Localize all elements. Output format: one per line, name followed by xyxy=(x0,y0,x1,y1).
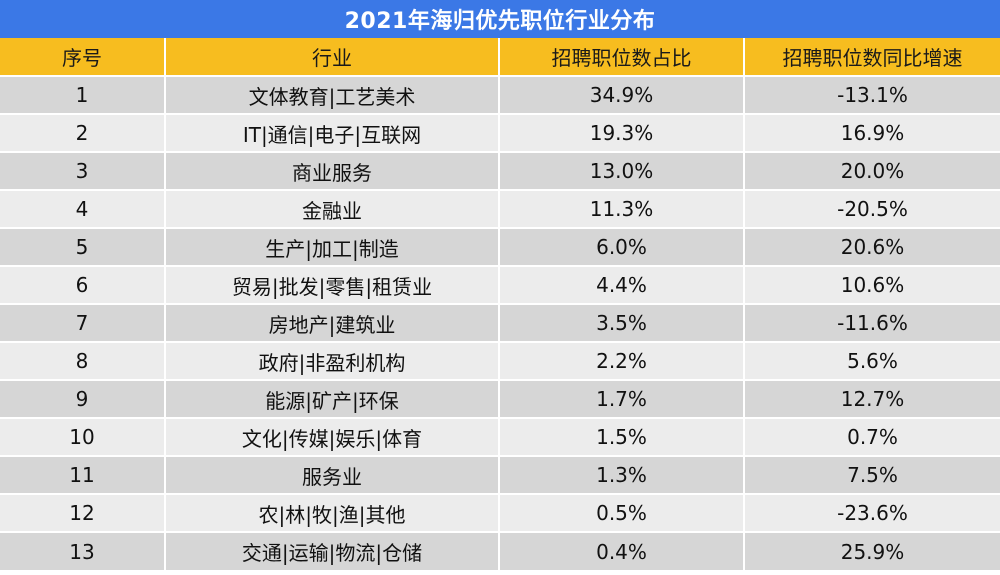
cell-index: 5 xyxy=(0,227,166,266)
cell-share: 0.4% xyxy=(499,531,745,570)
table-row: 12 农|林|牧|渔|其他 0.5% -23.6% xyxy=(0,493,1000,532)
table-row: 11 服务业 1.3% 7.5% xyxy=(0,455,1000,494)
cell-growth: 0.7% xyxy=(744,417,1000,456)
table-row: 9 能源|矿产|环保 1.7% 12.7% xyxy=(0,379,1000,418)
cell-index: 10 xyxy=(0,417,166,456)
cell-index: 12 xyxy=(0,493,166,532)
cell-industry: 文化|传媒|娱乐|体育 xyxy=(165,417,500,456)
cell-industry: 农|林|牧|渔|其他 xyxy=(165,493,500,532)
cell-industry: IT|通信|电子|互联网 xyxy=(165,113,500,152)
cell-share: 6.0% xyxy=(499,227,745,266)
cell-growth: 25.9% xyxy=(744,531,1000,570)
header-cell-industry: 行业 xyxy=(165,38,500,76)
cell-industry: 交通|运输|物流|仓储 xyxy=(165,531,500,570)
cell-index: 8 xyxy=(0,341,166,380)
header-cell-share: 招聘职位数占比 xyxy=(499,38,745,76)
cell-share: 2.2% xyxy=(499,341,745,380)
cell-share: 1.3% xyxy=(499,455,745,494)
cell-growth: -13.1% xyxy=(744,75,1000,114)
cell-growth: -20.5% xyxy=(744,189,1000,228)
cell-growth: 20.0% xyxy=(744,151,1000,190)
table-row: 6 贸易|批发|零售|租赁业 4.4% 10.6% xyxy=(0,265,1000,304)
cell-industry: 生产|加工|制造 xyxy=(165,227,500,266)
cell-industry: 服务业 xyxy=(165,455,500,494)
table-body: 1 文体教育|工艺美术 34.9% -13.1% 2 IT|通信|电子|互联网 19.3% 1… xyxy=(0,75,1000,570)
cell-share: 3.5% xyxy=(499,303,745,342)
cell-growth: 7.5% xyxy=(744,455,1000,494)
cell-index: 11 xyxy=(0,455,166,494)
table-title: 2021年海归优先职位行业分布 xyxy=(0,0,1000,38)
cell-share: 13.0% xyxy=(499,151,745,190)
table-row: 8 政府|非盈利机构 2.2% 5.6% xyxy=(0,341,1000,380)
cell-index: 4 xyxy=(0,189,166,228)
header-row: 序号 行业 招聘职位数占比 招聘职位数同比增速 xyxy=(0,38,1000,76)
cell-industry: 能源|矿产|环保 xyxy=(165,379,500,418)
table-row: 3 商业服务 13.0% 20.0% xyxy=(0,151,1000,190)
header-cell-index: 序号 xyxy=(0,38,166,76)
table-row: 1 文体教育|工艺美术 34.9% -13.1% xyxy=(0,75,1000,114)
table-row: 13 交通|运输|物流|仓储 0.4% 25.9% xyxy=(0,531,1000,570)
cell-share: 34.9% xyxy=(499,75,745,114)
cell-index: 3 xyxy=(0,151,166,190)
cell-share: 1.5% xyxy=(499,417,745,456)
cell-growth: 16.9% xyxy=(744,113,1000,152)
cell-industry: 金融业 xyxy=(165,189,500,228)
cell-industry: 贸易|批发|零售|租赁业 xyxy=(165,265,500,304)
cell-growth: 20.6% xyxy=(744,227,1000,266)
cell-index: 9 xyxy=(0,379,166,418)
cell-industry: 文体教育|工艺美术 xyxy=(165,75,500,114)
cell-index: 13 xyxy=(0,531,166,570)
cell-growth: 5.6% xyxy=(744,341,1000,380)
cell-index: 1 xyxy=(0,75,166,114)
header-cell-growth: 招聘职位数同比增速 xyxy=(744,38,1000,76)
cell-growth: -23.6% xyxy=(744,493,1000,532)
industry-table: 序号 行业 招聘职位数占比 招聘职位数同比增速 1 文体教育|工艺美术 34.9% -… xyxy=(0,38,1000,570)
cell-share: 0.5% xyxy=(499,493,745,532)
cell-industry: 房地产|建筑业 xyxy=(165,303,500,342)
cell-share: 11.3% xyxy=(499,189,745,228)
cell-index: 7 xyxy=(0,303,166,342)
cell-share: 4.4% xyxy=(499,265,745,304)
cell-share: 19.3% xyxy=(499,113,745,152)
table-row: 10 文化|传媒|娱乐|体育 1.5% 0.7% xyxy=(0,417,1000,456)
cell-index: 6 xyxy=(0,265,166,304)
cell-industry: 商业服务 xyxy=(165,151,500,190)
cell-growth: -11.6% xyxy=(744,303,1000,342)
cell-growth: 12.7% xyxy=(744,379,1000,418)
cell-share: 1.7% xyxy=(499,379,745,418)
cell-index: 2 xyxy=(0,113,166,152)
cell-industry: 政府|非盈利机构 xyxy=(165,341,500,380)
table-row: 2 IT|通信|电子|互联网 19.3% 16.9% xyxy=(0,113,1000,152)
table-header: 序号 行业 招聘职位数占比 招聘职位数同比增速 xyxy=(0,38,1000,76)
table-row: 5 生产|加工|制造 6.0% 20.6% xyxy=(0,227,1000,266)
table-row: 4 金融业 11.3% -20.5% xyxy=(0,189,1000,228)
table-row: 7 房地产|建筑业 3.5% -11.6% xyxy=(0,303,1000,342)
cell-growth: 10.6% xyxy=(744,265,1000,304)
